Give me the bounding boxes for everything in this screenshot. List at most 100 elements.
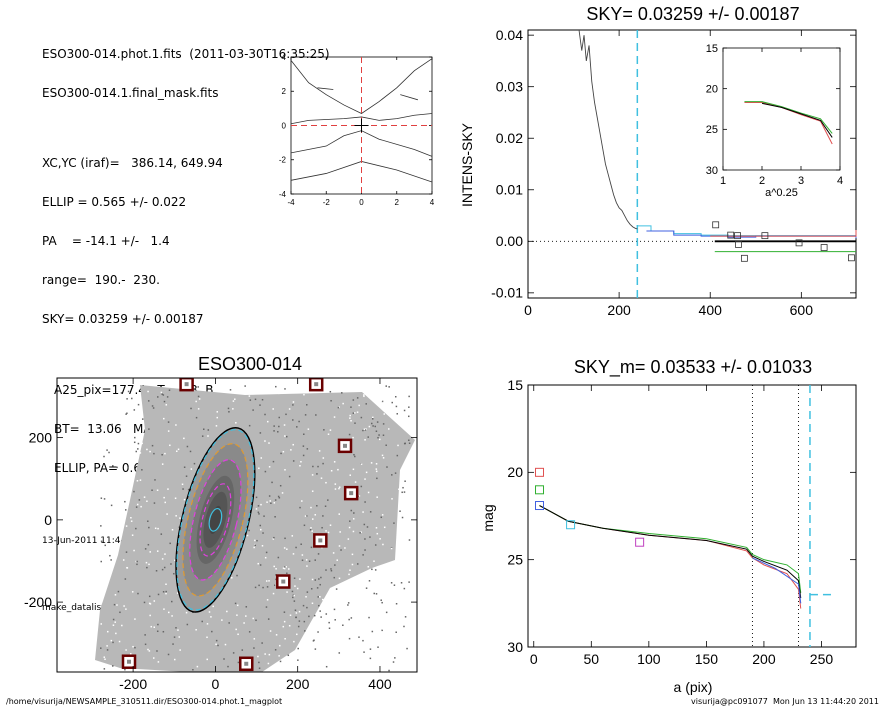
- noise-pixel: [282, 625, 285, 628]
- footer-path: /home/visurija/NEWSAMPLE_310511.dir/ESO3…: [6, 697, 283, 706]
- noise-pixel: [299, 506, 301, 509]
- noise-pixel: [255, 508, 258, 510]
- noise-pixel: [267, 420, 269, 423]
- noise-pixel: [362, 429, 364, 432]
- inset-xtick-label: 2: [759, 175, 765, 187]
- noise-pixel: [305, 559, 308, 561]
- noise-pixel: [279, 484, 282, 487]
- mag-xtick-label: 0: [530, 651, 538, 667]
- noise-pixel: [146, 500, 148, 503]
- noise-pixel: [371, 568, 373, 571]
- noise-pixel: [354, 455, 356, 458]
- noise-pixel: [182, 488, 184, 490]
- noise-pixel: [153, 657, 155, 659]
- noise-pixel: [111, 423, 113, 426]
- noise-pixel: [374, 569, 377, 571]
- contour-ytick-label: -4: [279, 190, 287, 199]
- noise-pixel: [299, 578, 301, 580]
- noise-pixel: [322, 515, 324, 517]
- noise-pixel: [362, 511, 364, 513]
- inset-frame: [722, 47, 841, 171]
- noise-pixel: [252, 617, 255, 620]
- sky-box-inner: [281, 579, 286, 584]
- noise-pixel: [289, 614, 292, 617]
- noise-pixel: [141, 469, 143, 471]
- noise-pixel: [177, 629, 179, 631]
- noise-pixel: [405, 554, 408, 557]
- noise-pixel: [292, 594, 295, 596]
- noise-pixel: [401, 516, 404, 519]
- noise-pixel: [271, 481, 273, 484]
- noise-pixel: [149, 450, 151, 453]
- noise-pixel: [329, 524, 332, 526]
- galaxy-xtick-label: 0: [212, 676, 220, 692]
- noise-pixel: [322, 664, 324, 666]
- sky-box-inner: [349, 491, 354, 496]
- contour-xtick-label: 2: [395, 198, 400, 207]
- isophote-ellipse: [175, 426, 256, 613]
- mag-xtick-label: 100: [637, 651, 661, 667]
- noise-pixel: [106, 645, 108, 647]
- noise-pixel: [262, 586, 264, 589]
- noise-pixel: [137, 592, 139, 595]
- noise-pixel: [107, 630, 109, 633]
- noise-pixel: [162, 630, 165, 633]
- noise-pixel: [117, 590, 120, 593]
- noise-pixel: [123, 459, 126, 462]
- noise-pixel: [125, 413, 127, 415]
- noise-pixel: [103, 455, 105, 458]
- mag-square-marker: [535, 467, 545, 477]
- position-angle: PA = -14.1 +/- 1.4: [42, 234, 170, 248]
- noise-pixel: [290, 449, 292, 451]
- noise-pixel: [310, 506, 312, 509]
- noise-pixel: [135, 450, 138, 453]
- noise-pixel: [174, 658, 176, 661]
- noise-pixel: [201, 620, 203, 623]
- sky-series-line: [646, 230, 857, 239]
- noise-pixel: [104, 658, 106, 661]
- noise-pixel: [123, 605, 125, 607]
- mag-xtick-label: 200: [752, 651, 776, 667]
- noise-pixel: [131, 397, 133, 400]
- noise-pixel: [317, 596, 319, 598]
- noise-pixel: [235, 628, 237, 631]
- noise-pixel: [341, 585, 343, 587]
- noise-pixel: [317, 553, 320, 555]
- noise-pixel: [161, 558, 164, 560]
- noise-pixel: [354, 481, 357, 483]
- noise-pixel: [363, 523, 366, 526]
- noise-pixel: [403, 409, 406, 412]
- noise-pixel: [132, 645, 134, 648]
- noise-pixel: [216, 416, 218, 419]
- noise-pixel: [375, 470, 378, 473]
- noise-pixel: [387, 597, 390, 600]
- noise-pixel: [363, 428, 366, 431]
- noise-pixel: [150, 625, 153, 628]
- sky-ytick-label: 0.03: [496, 79, 523, 95]
- noise-pixel: [234, 398, 236, 400]
- noise-pixel: [397, 635, 400, 638]
- noise-pixel: [367, 436, 369, 438]
- noise-pixel: [207, 429, 210, 431]
- noise-pixel: [136, 480, 139, 482]
- noise-pixel: [149, 551, 151, 553]
- noise-pixel: [322, 462, 324, 465]
- noise-pixel: [302, 445, 305, 447]
- noise-pixel: [395, 405, 398, 408]
- sky-box-inner: [184, 382, 189, 387]
- noise-pixel: [143, 496, 146, 498]
- noise-pixel: [338, 513, 340, 515]
- noise-pixel: [362, 639, 364, 642]
- noise-pixel: [126, 390, 128, 393]
- noise-pixel: [137, 444, 140, 447]
- noise-pixel: [389, 616, 392, 618]
- noise-pixel: [160, 391, 163, 394]
- noise-pixel: [293, 600, 296, 602]
- noise-pixel: [304, 414, 307, 416]
- noise-pixel: [358, 636, 360, 638]
- noise-pixel: [223, 391, 225, 393]
- noise-pixel: [349, 414, 351, 417]
- noise-pixel: [282, 450, 285, 453]
- noise-pixel: [284, 566, 286, 568]
- noise-pixel: [406, 647, 408, 650]
